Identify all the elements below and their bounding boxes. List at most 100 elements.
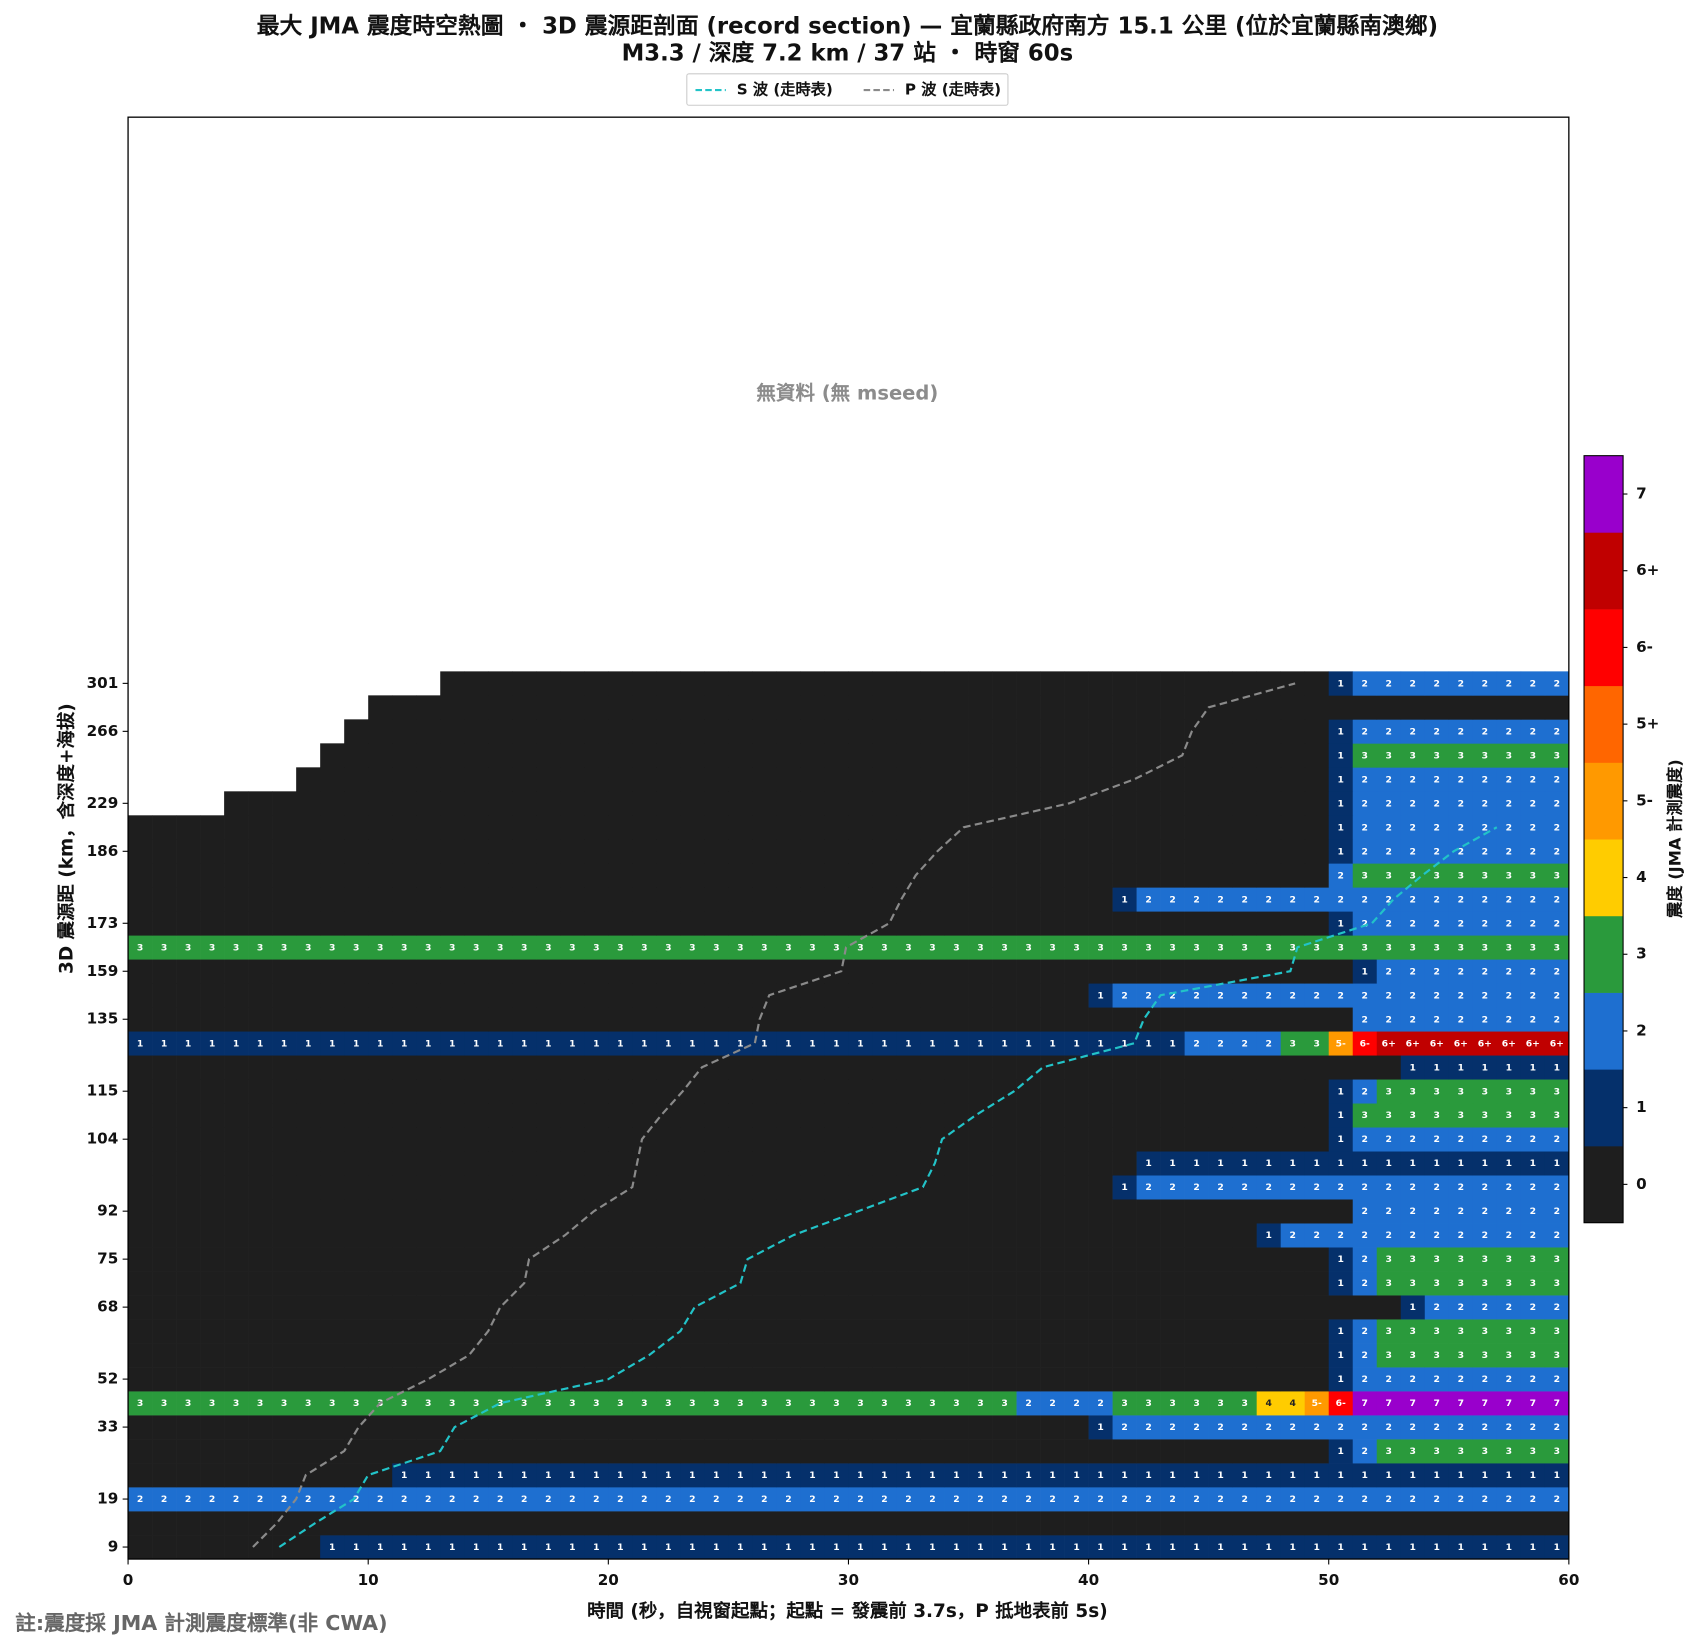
cell bbox=[1472, 1391, 1498, 1416]
cell bbox=[560, 767, 585, 792]
cell bbox=[1256, 1151, 1282, 1176]
cell bbox=[944, 1271, 969, 1296]
cell bbox=[1256, 1463, 1282, 1488]
cell bbox=[896, 911, 921, 936]
cell bbox=[776, 743, 801, 768]
cell bbox=[752, 743, 777, 768]
cell bbox=[968, 1295, 993, 1320]
cell bbox=[128, 1151, 153, 1176]
cell bbox=[1472, 1271, 1498, 1296]
cell bbox=[992, 1295, 1017, 1320]
cell bbox=[1136, 1463, 1161, 1488]
cell bbox=[1040, 1079, 1065, 1104]
colorbar-tick-label: 4 bbox=[1636, 868, 1647, 886]
cell bbox=[1304, 1343, 1330, 1368]
cell bbox=[512, 1511, 537, 1536]
cell bbox=[920, 1103, 945, 1128]
cell-label: 3 bbox=[1145, 1398, 1151, 1409]
cell bbox=[1448, 1007, 1474, 1032]
cell-label: 1 bbox=[1482, 1062, 1488, 1073]
cell bbox=[1040, 1151, 1065, 1176]
cell-label: 2 bbox=[1097, 1398, 1103, 1409]
cell bbox=[1544, 1007, 1570, 1032]
cell bbox=[1472, 1079, 1498, 1104]
cell bbox=[1280, 1511, 1306, 1536]
cell bbox=[656, 839, 681, 864]
cell bbox=[1448, 1535, 1474, 1560]
cell bbox=[1112, 815, 1137, 840]
cell bbox=[944, 1103, 969, 1128]
cell bbox=[872, 1439, 897, 1464]
cell-label: 2 bbox=[1434, 918, 1440, 929]
colorbar-swatch bbox=[1584, 455, 1624, 533]
cell bbox=[1328, 1439, 1354, 1464]
cell-label: 3 bbox=[137, 942, 143, 953]
cell-label: 3 bbox=[1410, 1446, 1416, 1457]
cell-label: 1 bbox=[1121, 1542, 1127, 1553]
cell bbox=[920, 1391, 945, 1416]
cell bbox=[1016, 1319, 1041, 1344]
cell bbox=[1496, 671, 1522, 696]
cell bbox=[1112, 1055, 1137, 1080]
cell bbox=[704, 1415, 729, 1440]
cell bbox=[776, 1151, 801, 1176]
cell bbox=[248, 887, 273, 912]
cell bbox=[1544, 983, 1570, 1008]
colorbar-tick-label: 6+ bbox=[1636, 561, 1659, 579]
cell bbox=[656, 1031, 681, 1056]
cell bbox=[320, 1511, 345, 1536]
x-tick-label: 10 bbox=[358, 1571, 379, 1589]
cell bbox=[728, 743, 753, 768]
cell bbox=[800, 1343, 825, 1368]
cell bbox=[1040, 1031, 1065, 1056]
cell bbox=[944, 1127, 969, 1152]
cell-label: 6- bbox=[1336, 1398, 1346, 1409]
cell bbox=[968, 1535, 993, 1560]
cell-label: 2 bbox=[1530, 1230, 1536, 1241]
cell bbox=[176, 1535, 201, 1560]
cell-label: 2 bbox=[1145, 1494, 1151, 1505]
cell bbox=[1424, 1271, 1450, 1296]
cell bbox=[1376, 983, 1402, 1008]
cell bbox=[320, 1055, 345, 1080]
cell bbox=[1112, 1439, 1137, 1464]
cell bbox=[464, 983, 489, 1008]
cell bbox=[1520, 1151, 1546, 1176]
cell-label: 1 bbox=[1362, 1158, 1368, 1169]
cell bbox=[536, 1295, 561, 1320]
cell-label: 1 bbox=[1289, 1470, 1295, 1481]
cell bbox=[440, 1151, 465, 1176]
cell bbox=[560, 959, 585, 984]
cell-label: 3 bbox=[1482, 1350, 1488, 1361]
cell-label: 2 bbox=[1554, 1182, 1560, 1193]
cell bbox=[1160, 1295, 1185, 1320]
cell bbox=[1280, 1463, 1306, 1488]
cell bbox=[1328, 1199, 1354, 1224]
cell bbox=[1040, 1367, 1065, 1392]
cell-label: 3 bbox=[785, 942, 791, 953]
cell bbox=[200, 1295, 225, 1320]
cell bbox=[1328, 1031, 1354, 1056]
cell-label: 2 bbox=[1362, 918, 1368, 929]
cell-label: 2 bbox=[1265, 1494, 1271, 1505]
cell bbox=[272, 1007, 297, 1032]
cell bbox=[1112, 863, 1137, 888]
cell bbox=[1496, 959, 1522, 984]
cell-label: 2 bbox=[1434, 726, 1440, 737]
cell bbox=[320, 1271, 345, 1296]
cell bbox=[416, 1271, 441, 1296]
cell bbox=[464, 1439, 489, 1464]
cell bbox=[512, 1487, 537, 1512]
cell bbox=[1424, 1199, 1450, 1224]
legend-label: S 波 (走時表) bbox=[737, 81, 833, 99]
cell bbox=[1136, 1535, 1161, 1560]
cell bbox=[152, 911, 177, 936]
cell bbox=[1280, 839, 1306, 864]
cell-label: 1 bbox=[569, 1470, 575, 1481]
cell bbox=[1184, 1055, 1209, 1080]
cell bbox=[1520, 1343, 1546, 1368]
cell bbox=[1208, 887, 1233, 912]
cell-label: 3 bbox=[929, 1398, 935, 1409]
cell bbox=[944, 1391, 969, 1416]
cell bbox=[152, 1343, 177, 1368]
